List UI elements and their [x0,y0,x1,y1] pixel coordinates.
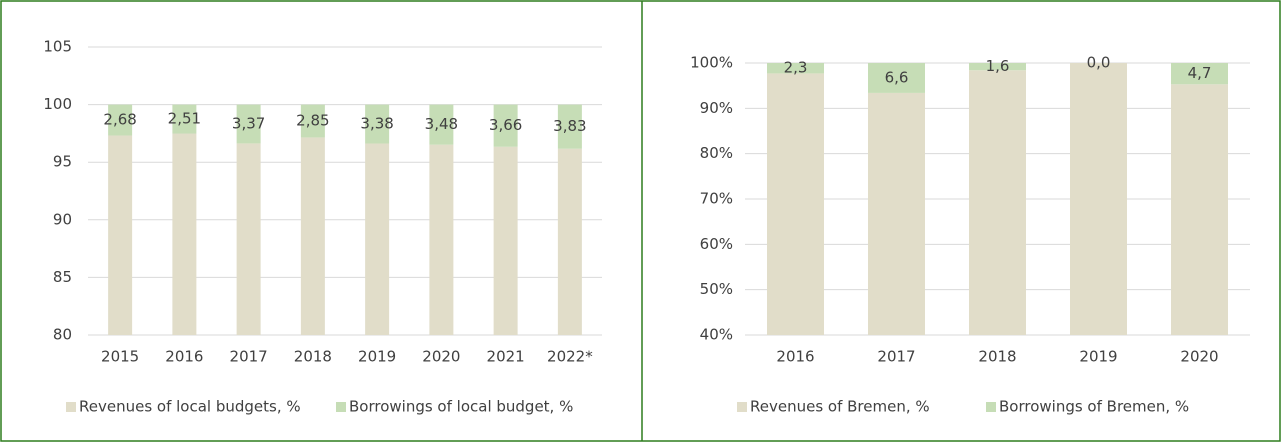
x-tick-label: 2019 [358,348,396,366]
x-tick-label: 2016 [776,348,814,366]
bar-segment [969,70,1026,336]
y-tick-label: 85 [53,268,72,286]
x-tick-label: 2019 [1079,348,1117,366]
y-tick-label: 90% [700,99,733,117]
y-tick-label: 80% [700,144,733,162]
y-tick-label: 105 [43,38,72,56]
bar-segment [868,63,925,93]
bar-segment [108,135,133,335]
x-tick-label: 2022* [547,348,593,366]
x-tick-label: 2020 [1180,348,1218,366]
y-tick-label: 50% [700,280,733,298]
value-label: 2,85 [296,112,329,130]
x-tick-label: 2017 [877,348,915,366]
bar-segment [493,146,518,335]
y-tick-label: 95 [53,153,72,171]
bar-segment [1070,63,1127,335]
bar-segment [172,104,197,134]
x-tick-label: 2020 [422,348,460,366]
value-label: 3,38 [360,115,393,133]
bar-segment [1171,84,1228,335]
bar-segment [429,144,454,335]
bar-segment [300,137,325,335]
legend-label: Borrowings of local budget, % [349,398,573,416]
value-label: 4,7 [1188,64,1212,82]
bar-segment [1171,63,1228,85]
value-label: 2,3 [784,59,808,77]
y-tick-label: 100% [690,54,733,72]
y-tick-label: 90 [53,210,72,228]
y-tick-label: 40% [700,326,733,344]
y-tick-label: 60% [700,235,733,253]
bar-segment [557,148,582,335]
legend-label: Revenues of local budgets, % [79,398,301,416]
value-label: 1,6 [986,57,1010,75]
y-tick-label: 70% [700,190,733,208]
value-label: 2,51 [168,110,201,128]
bar-segment [236,143,261,335]
legend-swatch [66,402,76,412]
x-tick-label: 2018 [978,348,1016,366]
bar-segment [868,92,925,335]
x-tick-label: 2018 [294,348,332,366]
legend-label: Borrowings of Bremen, % [999,398,1189,416]
value-label: 6,6 [885,68,909,86]
value-label: 3,83 [553,117,586,135]
value-label: 3,48 [425,115,458,133]
bar-segment [236,104,261,144]
x-tick-label: 2016 [165,348,203,366]
x-tick-label: 2021 [487,348,525,366]
value-label: 2,68 [103,111,136,129]
bar-segment [557,104,582,149]
bar-segment [365,104,390,144]
legend-swatch [986,402,996,412]
x-tick-label: 2017 [230,348,268,366]
bar-segment [429,104,454,145]
bar-segment [108,104,133,136]
bar-segment [767,63,824,74]
legend-label: Revenues of Bremen, % [750,398,930,416]
value-label: 3,37 [232,115,265,133]
legend-swatch [737,402,747,412]
bar-segment [172,133,197,335]
bar-segment [493,104,518,147]
x-tick-label: 2015 [101,348,139,366]
bar-segment [300,104,325,138]
y-tick-label: 100 [43,95,72,113]
bar-segment [767,73,824,335]
y-tick-label: 80 [53,326,72,344]
legend-swatch [336,402,346,412]
value-label: 3,66 [489,116,522,134]
bar-segment [969,63,1026,71]
value-label: 0,0 [1087,54,1111,72]
bar-segment [365,143,390,335]
